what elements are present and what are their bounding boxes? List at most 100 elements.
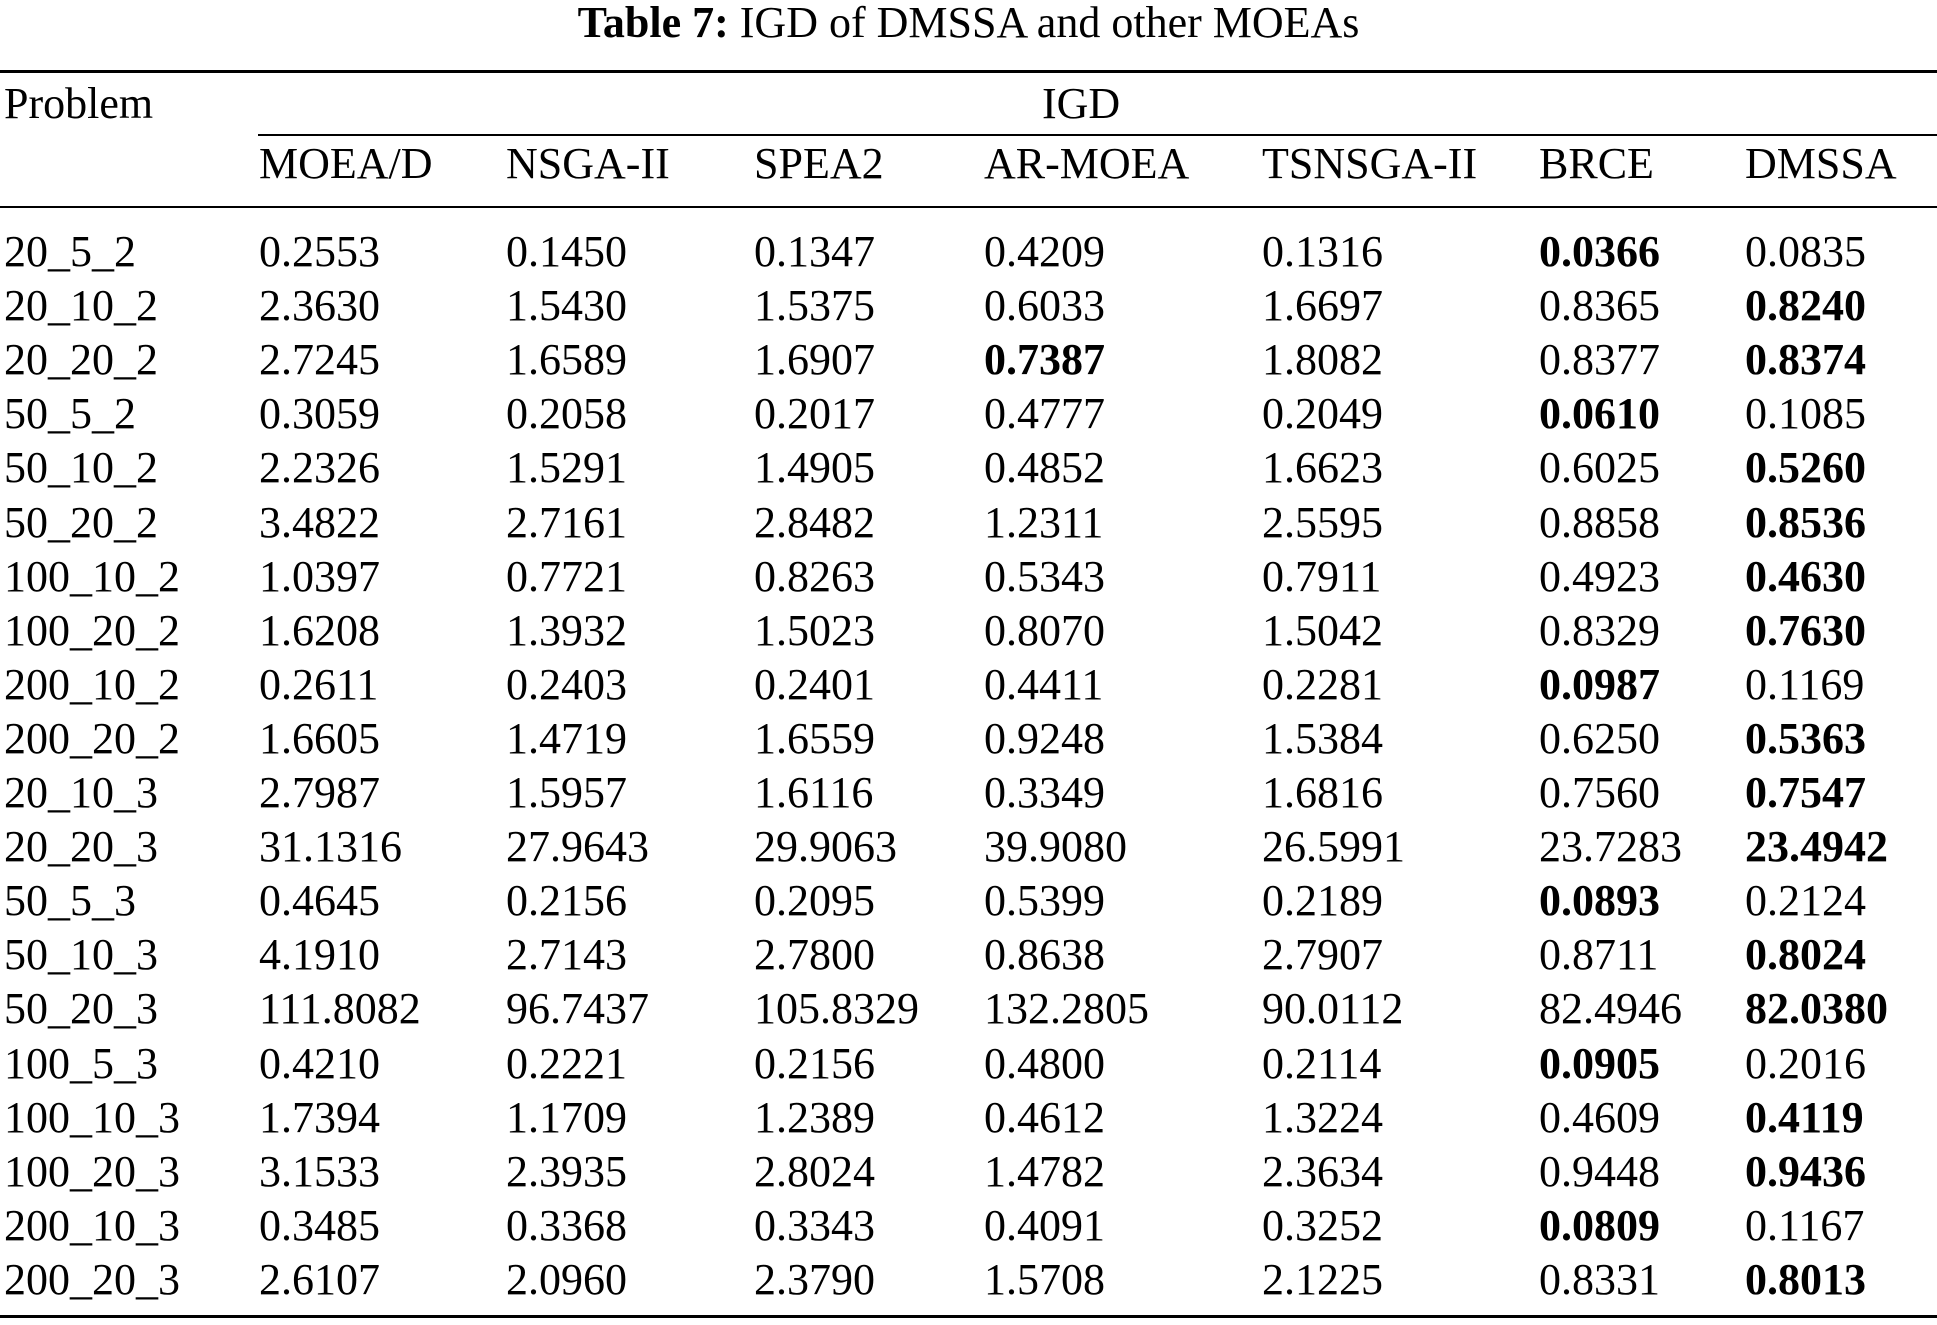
value-cell: 0.8365 (1539, 281, 1660, 331)
value-cell: 2.3630 (259, 281, 380, 331)
value-cell: 2.7987 (259, 768, 380, 817)
problem-cell: 20_5_2 (4, 227, 136, 276)
value-cell: 1.6116 (754, 768, 874, 817)
value-cell: 27.9643 (506, 822, 649, 872)
value-cell: 1.1709 (506, 1092, 627, 1142)
value-cell: 0.5399 (984, 876, 1105, 926)
value-cell: 0.2189 (1262, 876, 1383, 926)
problem-cell: 50_10_3 (4, 930, 158, 980)
value-cell: 0.5363 (1745, 713, 1866, 763)
value-cell: 132.2805 (984, 984, 1149, 1034)
value-cell: 1.6605 (259, 713, 380, 763)
value-cell: 4.1910 (259, 930, 380, 980)
value-cell: 1.5708 (984, 1254, 1105, 1304)
value-cell: 0.8070 (984, 605, 1105, 655)
value-cell: 0.4923 (1539, 551, 1660, 601)
value-cell: 1.3224 (1262, 1092, 1383, 1142)
value-cell: 0.8013 (1745, 1254, 1866, 1304)
value-cell: 2.2326 (259, 443, 380, 493)
value-cell: 0.7387 (984, 335, 1105, 385)
value-cell: 105.8329 (754, 984, 919, 1034)
problem-cell: 200_20_2 (4, 713, 180, 763)
value-cell: 0.0893 (1539, 876, 1660, 926)
value-cell: 1.6907 (754, 335, 875, 385)
value-cell: 1.6559 (754, 713, 875, 763)
value-cell: 96.7437 (506, 984, 649, 1034)
value-cell: 0.8638 (984, 930, 1105, 980)
value-cell: 0.2017 (754, 389, 875, 439)
value-cell: 0.2156 (754, 1038, 875, 1088)
problem-cell: 20_20_3 (4, 822, 158, 872)
value-cell: 0.8536 (1745, 497, 1866, 547)
value-cell: 2.7161 (506, 497, 627, 547)
value-cell: 1.0397 (259, 551, 380, 601)
value-cell: 0.4612 (984, 1092, 1105, 1142)
value-cell: 0.0835 (1745, 227, 1866, 276)
value-cell: 2.7907 (1262, 930, 1383, 980)
value-cell: 1.4719 (506, 713, 627, 763)
value-cell: 0.2016 (1745, 1038, 1866, 1088)
value-cell: 2.0960 (506, 1254, 627, 1304)
value-cell: 0.4630 (1745, 551, 1866, 601)
value-cell: 2.3634 (1262, 1146, 1383, 1196)
value-cell: 1.6816 (1262, 768, 1383, 817)
value-cell: 0.8329 (1539, 605, 1660, 655)
value-cell: 0.2611 (259, 659, 379, 709)
value-cell: 1.5384 (1262, 713, 1383, 763)
column-header: SPEA2 (754, 139, 884, 188)
column-header: NSGA-II (506, 139, 670, 188)
value-cell: 0.7630 (1745, 605, 1866, 655)
value-cell: 1.7394 (259, 1092, 380, 1142)
value-cell: 29.9063 (754, 822, 897, 872)
value-cell: 0.2124 (1745, 876, 1866, 926)
value-cell: 0.2553 (259, 227, 380, 276)
bottom-rule (0, 1315, 1937, 1318)
value-cell: 0.4609 (1539, 1092, 1660, 1142)
value-cell: 2.7143 (506, 930, 627, 980)
value-cell: 1.6589 (506, 335, 627, 385)
value-cell: 0.1167 (1745, 1200, 1865, 1250)
value-cell: 0.4777 (984, 389, 1105, 439)
problem-cell: 100_10_2 (4, 551, 180, 601)
value-cell: 1.4905 (754, 443, 875, 493)
value-cell: 1.3932 (506, 605, 627, 655)
problem-cell: 50_10_2 (4, 443, 158, 493)
value-cell: 0.8024 (1745, 930, 1866, 980)
value-cell: 0.2281 (1262, 659, 1383, 709)
value-cell: 0.3485 (259, 1200, 380, 1250)
value-cell: 23.7283 (1539, 822, 1682, 872)
value-cell: 2.7245 (259, 335, 380, 385)
problem-cell: 200_20_3 (4, 1254, 180, 1304)
value-cell: 0.1316 (1262, 227, 1383, 276)
value-cell: 0.7911 (1262, 551, 1382, 601)
value-cell: 0.4209 (984, 227, 1105, 276)
value-cell: 1.2311 (984, 497, 1104, 547)
value-cell: 1.8082 (1262, 335, 1383, 385)
problem-cell: 50_5_2 (4, 389, 136, 439)
problem-cell: 100_10_3 (4, 1092, 180, 1142)
value-cell: 0.6033 (984, 281, 1105, 331)
value-cell: 2.5595 (1262, 497, 1383, 547)
value-cell: 23.4942 (1745, 822, 1888, 872)
value-cell: 0.2403 (506, 659, 627, 709)
column-header: BRCE (1539, 139, 1654, 188)
value-cell: 0.3059 (259, 389, 380, 439)
value-cell: 2.3935 (506, 1146, 627, 1196)
value-cell: 1.5291 (506, 443, 627, 493)
value-cell: 0.1169 (1745, 659, 1865, 709)
value-cell: 0.4210 (259, 1038, 380, 1088)
value-cell: 0.8377 (1539, 335, 1660, 385)
value-cell: 0.0809 (1539, 1200, 1660, 1250)
value-cell: 0.8858 (1539, 497, 1660, 547)
problem-cell: 50_5_3 (4, 876, 136, 926)
top-rule (0, 70, 1937, 73)
value-cell: 0.8374 (1745, 335, 1866, 385)
value-cell: 0.9448 (1539, 1146, 1660, 1196)
value-cell: 0.2058 (506, 389, 627, 439)
problem-cell: 50_20_2 (4, 497, 158, 547)
value-cell: 0.3368 (506, 1200, 627, 1250)
value-cell: 2.1225 (1262, 1254, 1383, 1304)
column-header: MOEA/D (259, 139, 433, 188)
problem-cell: 100_20_3 (4, 1146, 180, 1196)
column-header: TSNSGA-II (1262, 139, 1478, 188)
